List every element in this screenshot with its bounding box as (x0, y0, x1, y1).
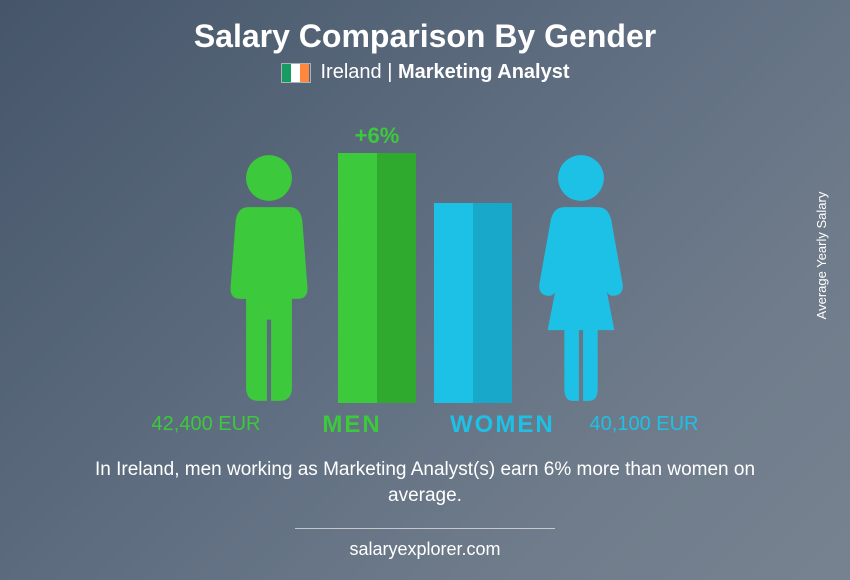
y-axis-label: Average Yearly Salary (815, 192, 830, 320)
summary-text: In Ireland, men working as Marketing Ana… (65, 457, 785, 510)
ireland-flag-icon (281, 63, 311, 83)
flag-stripe (282, 64, 291, 82)
chart-area: Average Yearly Salary +6% (30, 94, 820, 403)
men-bar-wrap: +6% (338, 153, 416, 403)
country-name: Ireland (321, 61, 382, 83)
flag-stripe (291, 64, 300, 82)
men-group: +6% (214, 153, 416, 403)
women-group (434, 153, 636, 403)
labels-row: 42,400 EUR MEN WOMEN 40,100 EUR (30, 411, 820, 439)
subtitle-row: Ireland | Marketing Analyst (281, 61, 570, 84)
women-label: WOMEN (450, 411, 546, 439)
man-icon (214, 153, 324, 403)
men-salary: 42,400 EUR (126, 413, 286, 436)
source-footer: salaryexplorer.com (295, 528, 555, 560)
men-label: MEN (304, 411, 400, 439)
job-title: Marketing Analyst (398, 61, 570, 83)
woman-icon (526, 153, 636, 403)
subtitle-text: Ireland | Marketing Analyst (321, 61, 570, 84)
women-bar (434, 203, 512, 403)
men-bar (338, 153, 416, 403)
diff-badge: +6% (355, 123, 400, 149)
women-bar-wrap (434, 203, 512, 403)
main-title: Salary Comparison By Gender (194, 18, 656, 55)
separator: | (382, 61, 398, 83)
flag-stripe (300, 64, 309, 82)
content-container: Salary Comparison By Gender Ireland | Ma… (0, 0, 850, 580)
women-salary: 40,100 EUR (564, 413, 724, 436)
